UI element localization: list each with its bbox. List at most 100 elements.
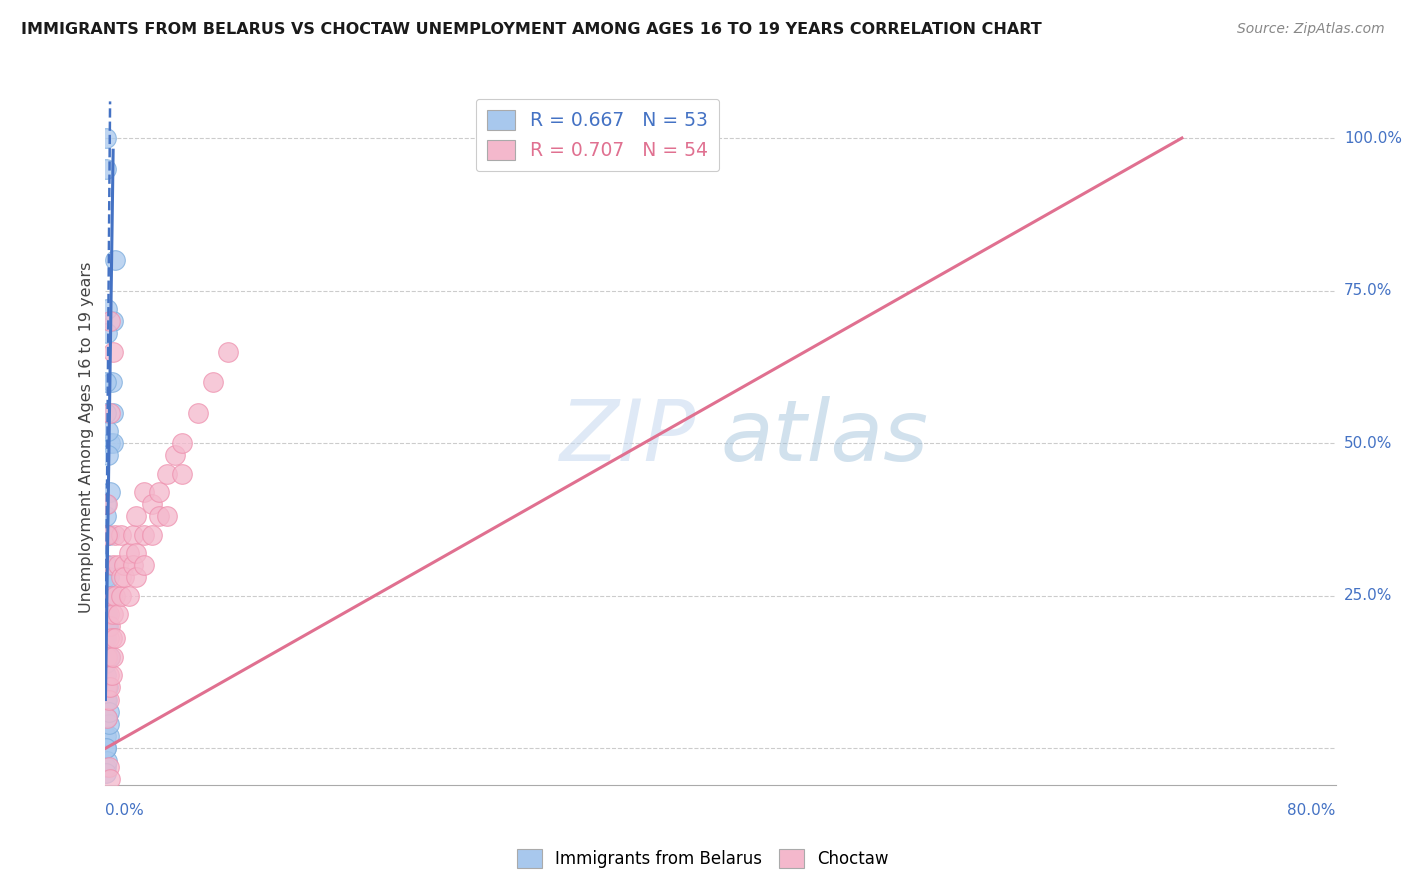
Point	[97, 619, 120, 633]
Point	[98, 681, 121, 695]
Point	[96, 497, 118, 511]
Text: 80.0%: 80.0%	[1288, 804, 1336, 818]
Point	[110, 527, 132, 541]
Point	[97, 729, 120, 743]
Point	[110, 589, 132, 603]
Point	[101, 558, 124, 573]
Point	[218, 344, 240, 359]
Point	[97, 692, 120, 706]
Point	[132, 485, 155, 500]
Point	[101, 406, 124, 420]
Point	[96, 711, 118, 725]
Point	[96, 681, 118, 695]
Point	[107, 607, 129, 621]
Point	[96, 729, 118, 743]
Point	[104, 527, 127, 541]
Point	[112, 570, 135, 584]
Point	[97, 570, 120, 584]
Point	[141, 497, 163, 511]
Point	[148, 485, 170, 500]
Point	[97, 632, 120, 646]
Point	[110, 570, 132, 584]
Point	[96, 741, 118, 756]
Point	[98, 406, 121, 420]
Point	[101, 607, 124, 621]
Point	[96, 570, 118, 584]
Text: atlas: atlas	[721, 395, 928, 479]
Point	[148, 509, 170, 524]
Legend: R = 0.667   N = 53, R = 0.707   N = 54: R = 0.667 N = 53, R = 0.707 N = 54	[475, 99, 720, 171]
Point	[96, 681, 118, 695]
Point	[101, 649, 124, 664]
Point	[96, 558, 118, 573]
Point	[94, 765, 117, 780]
Point	[96, 649, 118, 664]
Point	[97, 527, 120, 541]
Point	[112, 558, 135, 573]
Text: 75.0%: 75.0%	[1344, 283, 1392, 298]
Text: 100.0%: 100.0%	[1344, 130, 1402, 145]
Point	[96, 607, 118, 621]
Point	[96, 326, 118, 341]
Point	[100, 632, 122, 646]
Point	[163, 449, 186, 463]
Text: 25.0%: 25.0%	[1344, 588, 1392, 603]
Point	[101, 344, 124, 359]
Point	[96, 692, 118, 706]
Point	[187, 406, 209, 420]
Point	[101, 314, 124, 328]
Point	[100, 668, 122, 682]
Point	[98, 649, 121, 664]
Point	[125, 546, 148, 560]
Point	[96, 643, 118, 657]
Point	[97, 681, 120, 695]
Point	[98, 314, 121, 328]
Point	[96, 161, 118, 176]
Point	[98, 589, 121, 603]
Point	[94, 375, 117, 389]
Point	[117, 546, 139, 560]
Point	[104, 589, 127, 603]
Text: IMMIGRANTS FROM BELARUS VS CHOCTAW UNEMPLOYMENT AMONG AGES 16 TO 19 YEARS CORREL: IMMIGRANTS FROM BELARUS VS CHOCTAW UNEMP…	[21, 22, 1042, 37]
Point	[97, 717, 120, 731]
Point	[107, 558, 129, 573]
Point	[97, 449, 120, 463]
Point	[117, 589, 139, 603]
Point	[97, 668, 120, 682]
Point	[172, 436, 194, 450]
Point	[97, 424, 120, 438]
Point	[96, 754, 118, 768]
Text: 0.0%: 0.0%	[105, 804, 145, 818]
Point	[96, 527, 118, 541]
Point	[96, 668, 118, 682]
Point	[96, 681, 118, 695]
Point	[96, 509, 118, 524]
Point	[125, 570, 148, 584]
Y-axis label: Unemployment Among Ages 16 to 19 years: Unemployment Among Ages 16 to 19 years	[79, 261, 94, 613]
Point	[96, 558, 118, 573]
Point	[96, 649, 118, 664]
Point	[96, 759, 118, 773]
Point	[96, 607, 118, 621]
Point	[98, 619, 121, 633]
Point	[122, 527, 145, 541]
Point	[98, 649, 121, 664]
Point	[96, 131, 118, 145]
Point	[202, 375, 225, 389]
Point	[96, 649, 118, 664]
Point	[101, 436, 124, 450]
Point	[96, 711, 118, 725]
Point	[97, 759, 120, 773]
Point	[96, 692, 118, 706]
Point	[94, 741, 117, 756]
Point	[122, 558, 145, 573]
Point	[97, 607, 120, 621]
Point	[96, 497, 118, 511]
Point	[94, 406, 117, 420]
Point	[132, 527, 155, 541]
Point	[156, 509, 179, 524]
Point	[156, 467, 179, 481]
Text: Source: ZipAtlas.com: Source: ZipAtlas.com	[1237, 22, 1385, 37]
Point	[96, 632, 118, 646]
Point	[132, 558, 155, 573]
